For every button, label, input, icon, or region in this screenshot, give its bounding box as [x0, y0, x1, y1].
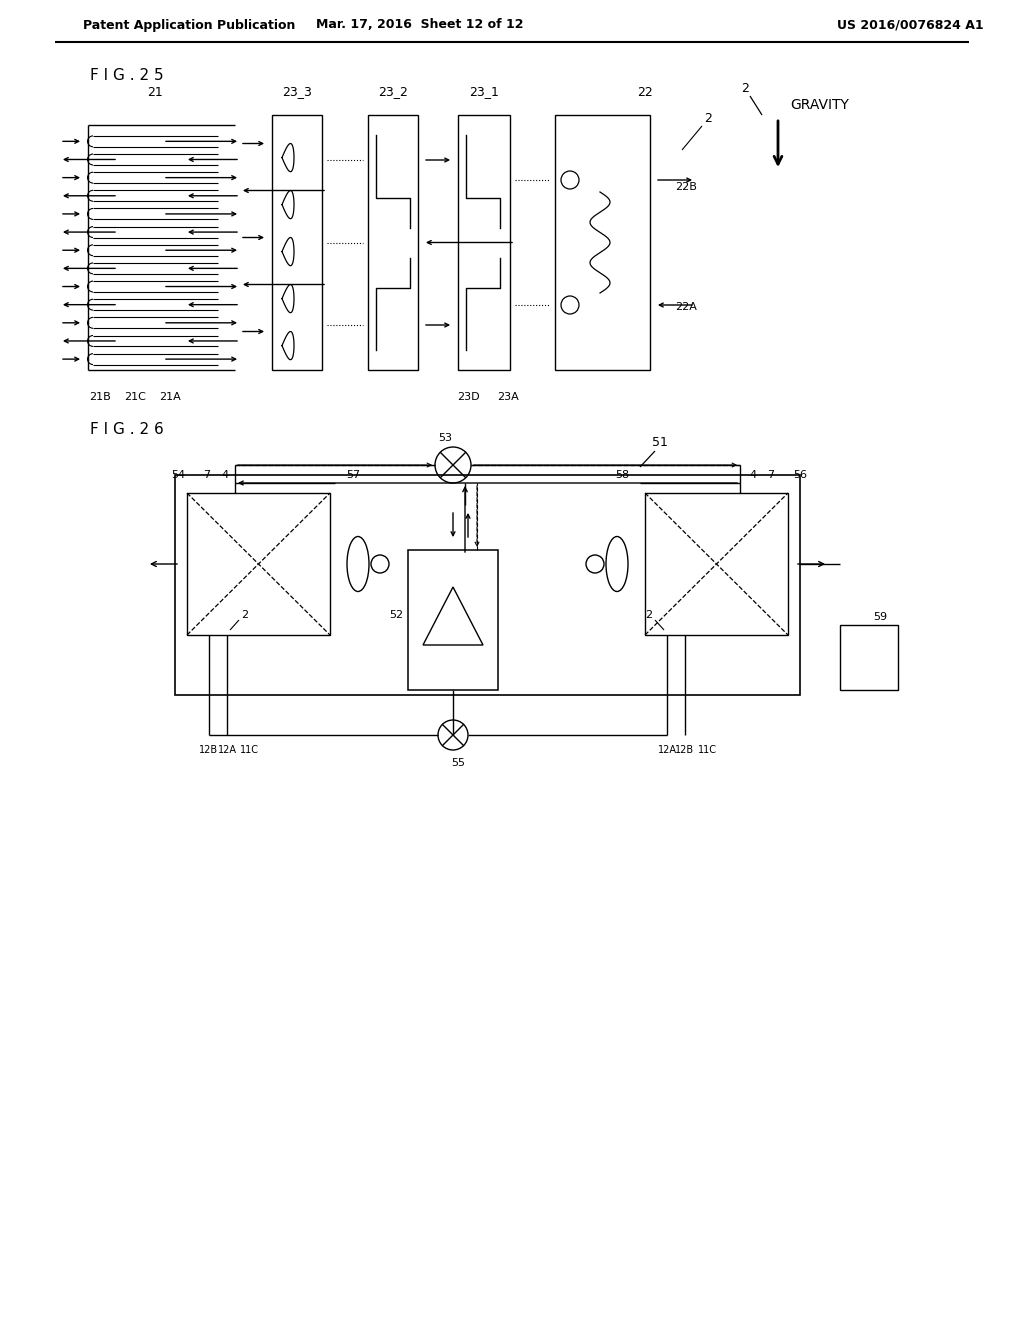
Text: 21A: 21A	[159, 392, 181, 403]
Bar	[272, 115, 322, 370]
Text: 21B: 21B	[89, 392, 111, 403]
Text: 56: 56	[793, 470, 807, 480]
Text: 2: 2	[741, 82, 749, 95]
Text: 12A: 12A	[657, 744, 677, 755]
Text: 2: 2	[705, 111, 712, 124]
Bar	[840, 624, 898, 690]
Text: 12A: 12A	[217, 744, 237, 755]
Text: 7: 7	[204, 470, 211, 480]
Text: 51: 51	[652, 437, 668, 450]
Text: F I G . 2 5: F I G . 2 5	[90, 67, 164, 82]
Bar	[645, 492, 788, 635]
Text: US 2016/0076824 A1: US 2016/0076824 A1	[837, 18, 983, 32]
Text: 7: 7	[767, 470, 774, 480]
Text: 22B: 22B	[675, 182, 697, 193]
Text: Mar. 17, 2016  Sheet 12 of 12: Mar. 17, 2016 Sheet 12 of 12	[316, 18, 523, 32]
Text: 11C: 11C	[240, 744, 258, 755]
Bar	[187, 492, 330, 635]
Text: 12B: 12B	[200, 744, 218, 755]
Text: 4: 4	[750, 470, 757, 480]
Text: 23A: 23A	[497, 392, 519, 403]
Text: 21: 21	[147, 86, 163, 99]
Text: Patent Application Publication: Patent Application Publication	[83, 18, 295, 32]
Text: 58: 58	[615, 470, 629, 480]
Text: F I G . 2 6: F I G . 2 6	[90, 422, 164, 437]
Text: 22: 22	[637, 86, 653, 99]
Text: 23_3: 23_3	[282, 86, 312, 99]
Text: 52: 52	[389, 610, 403, 620]
Text: 2: 2	[645, 610, 652, 620]
Text: 2: 2	[242, 610, 249, 620]
Text: 54: 54	[171, 470, 185, 480]
Bar	[368, 115, 418, 370]
Text: 59: 59	[872, 612, 887, 622]
Bar	[408, 550, 498, 690]
Bar	[458, 115, 510, 370]
Text: 23_2: 23_2	[378, 86, 408, 99]
Bar	[555, 115, 650, 370]
Text: 12B: 12B	[676, 744, 694, 755]
Text: GRAVITY: GRAVITY	[790, 98, 849, 112]
Bar	[175, 475, 800, 696]
Text: 4: 4	[221, 470, 228, 480]
Text: 11C: 11C	[697, 744, 717, 755]
Text: 53: 53	[438, 433, 452, 444]
Text: 23_1: 23_1	[469, 86, 499, 99]
Text: 21C: 21C	[124, 392, 146, 403]
Text: 22A: 22A	[675, 302, 697, 313]
Text: 55: 55	[451, 758, 465, 768]
Text: 23D: 23D	[457, 392, 479, 403]
Text: 57: 57	[346, 470, 360, 480]
